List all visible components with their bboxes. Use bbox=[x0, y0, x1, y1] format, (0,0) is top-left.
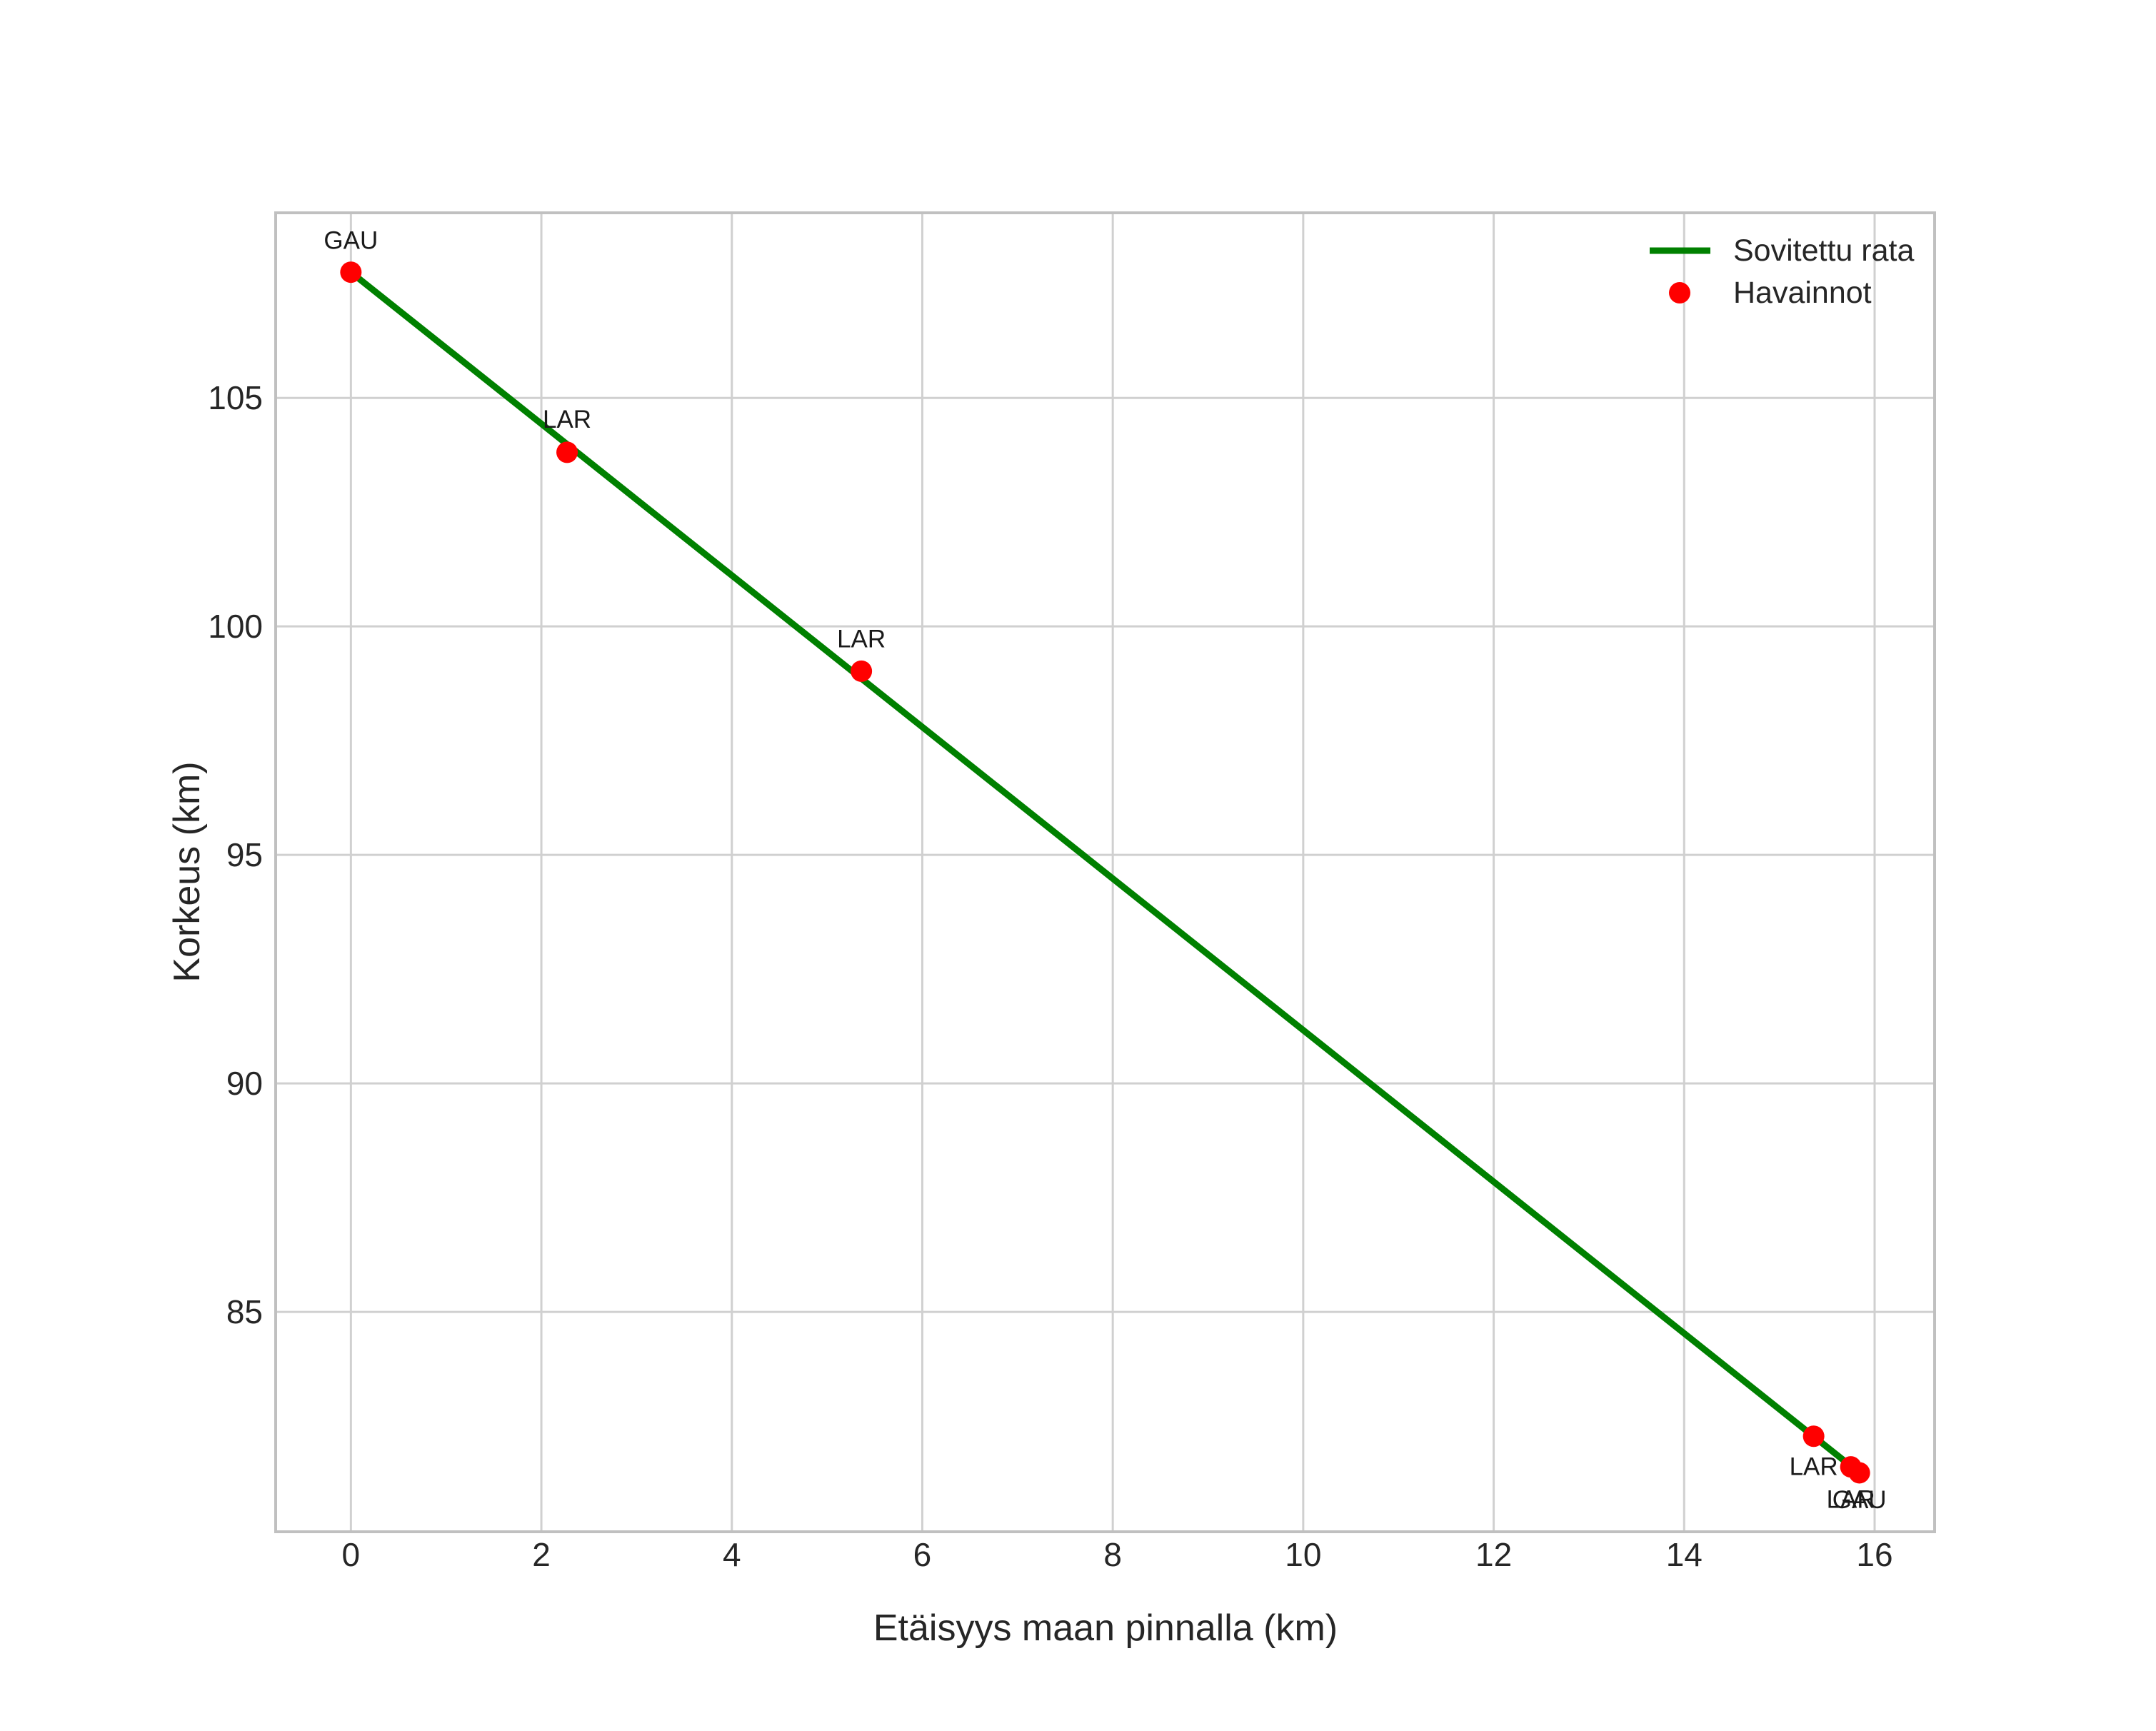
legend-label-observations: Havainnot bbox=[1733, 276, 1872, 310]
x-tick-label: 12 bbox=[1475, 1536, 1512, 1573]
data-point bbox=[851, 660, 873, 682]
x-tick-label: 6 bbox=[913, 1536, 932, 1573]
data-point bbox=[556, 441, 578, 463]
x-tick-label: 16 bbox=[1856, 1536, 1892, 1573]
x-tick-label: 8 bbox=[1103, 1536, 1122, 1573]
x-axis-label: Etäisyys maan pinnalla (km) bbox=[873, 1607, 1338, 1649]
y-tick-label: 95 bbox=[226, 836, 263, 873]
y-axis-label: Korkeus (km) bbox=[166, 761, 208, 982]
observation-points bbox=[340, 261, 1870, 1484]
y-tick-label: 85 bbox=[226, 1293, 263, 1330]
y-tick-label: 90 bbox=[226, 1065, 263, 1102]
point-label: LAR bbox=[543, 406, 591, 433]
data-point bbox=[340, 261, 362, 284]
x-tick-label: 0 bbox=[342, 1536, 361, 1573]
y-tick-label: 100 bbox=[208, 608, 263, 645]
y-tick-labels: 85 90 95 100 105 bbox=[208, 379, 263, 1330]
point-label: LAR bbox=[1790, 1453, 1838, 1481]
x-tick-label: 14 bbox=[1666, 1536, 1703, 1573]
point-label: GAU bbox=[1832, 1486, 1887, 1514]
point-label: GAU bbox=[324, 227, 378, 255]
fitted-line-series bbox=[347, 269, 1863, 1476]
x-tick-labels: 0 2 4 6 8 10 12 14 16 bbox=[342, 1536, 1893, 1573]
data-point bbox=[1802, 1425, 1825, 1447]
legend-item-fitted-line: Sovitettu rata bbox=[1650, 234, 1914, 268]
x-tick-label: 2 bbox=[532, 1536, 551, 1573]
y-tick-label: 105 bbox=[208, 379, 263, 416]
x-tick-label: 10 bbox=[1285, 1536, 1321, 1573]
point-label: LAR bbox=[837, 625, 886, 653]
data-point bbox=[1848, 1462, 1870, 1484]
legend-item-observations: Havainnot bbox=[1669, 276, 1872, 310]
plot-border bbox=[274, 211, 1936, 1533]
legend-label-fitted-line: Sovitettu rata bbox=[1733, 234, 1914, 268]
x-tick-label: 4 bbox=[723, 1536, 741, 1573]
point-label: LAR bbox=[1827, 1486, 1875, 1514]
fitted-line bbox=[347, 269, 1863, 1476]
legend: Sovitettu rata Havainnot bbox=[1650, 234, 1914, 310]
legend-dot-sample bbox=[1669, 282, 1690, 303]
